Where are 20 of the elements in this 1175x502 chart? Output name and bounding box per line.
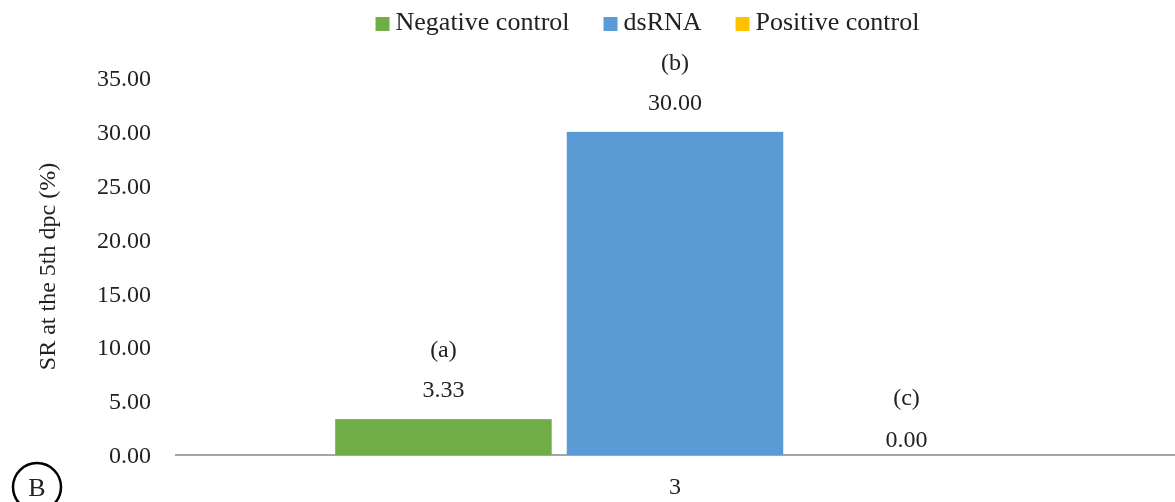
y-tick-label: 30.00 [97, 119, 151, 146]
y-tick-label: 0.00 [109, 442, 151, 469]
data-label: 3.33 [422, 376, 465, 403]
y-axis-title: SR at the 5th dpc (%) [34, 162, 60, 371]
x-tick-label: 3 [669, 473, 681, 500]
y-tick-label: 25.00 [97, 172, 151, 199]
y-tick-label: 5.00 [109, 388, 151, 415]
legend-label: Negative control [395, 7, 570, 36]
y-tick-label: 15.00 [97, 280, 151, 307]
legend-label: dsRNA [623, 7, 702, 36]
annotation: (c) [893, 384, 920, 410]
panel-label: B [11, 461, 63, 502]
annotation: (a) [430, 336, 457, 363]
y-tick-label: 20.00 [97, 226, 151, 253]
text: (b) [661, 48, 689, 75]
annotation: 0.00 [885, 426, 928, 452]
legend-label: Positive control [755, 7, 920, 36]
data-label: 30.00 [648, 88, 702, 115]
y-tick-label: 35.00 [97, 65, 151, 92]
y-tick-label: 10.00 [97, 334, 151, 361]
